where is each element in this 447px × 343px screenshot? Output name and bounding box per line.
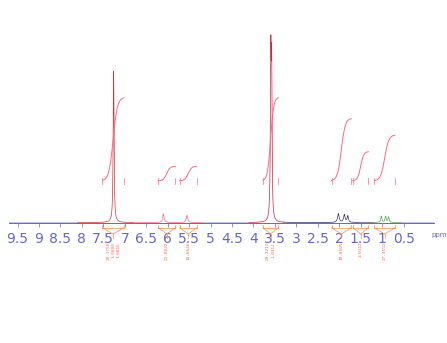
Text: 27.4552: 27.4552 — [383, 241, 387, 260]
Text: 29.1212
1.0312: 29.1212 1.0312 — [266, 241, 275, 260]
Text: 21.8822: 21.8822 — [165, 241, 169, 260]
Text: 19.8505: 19.8505 — [339, 241, 343, 260]
Text: 29.1759
1.0000
1.6816: 29.1759 1.0000 1.6816 — [106, 241, 120, 260]
Text: ppm: ppm — [431, 232, 447, 238]
Text: 19.8526: 19.8526 — [186, 241, 190, 260]
Text: 2.0112: 2.0112 — [358, 241, 363, 257]
